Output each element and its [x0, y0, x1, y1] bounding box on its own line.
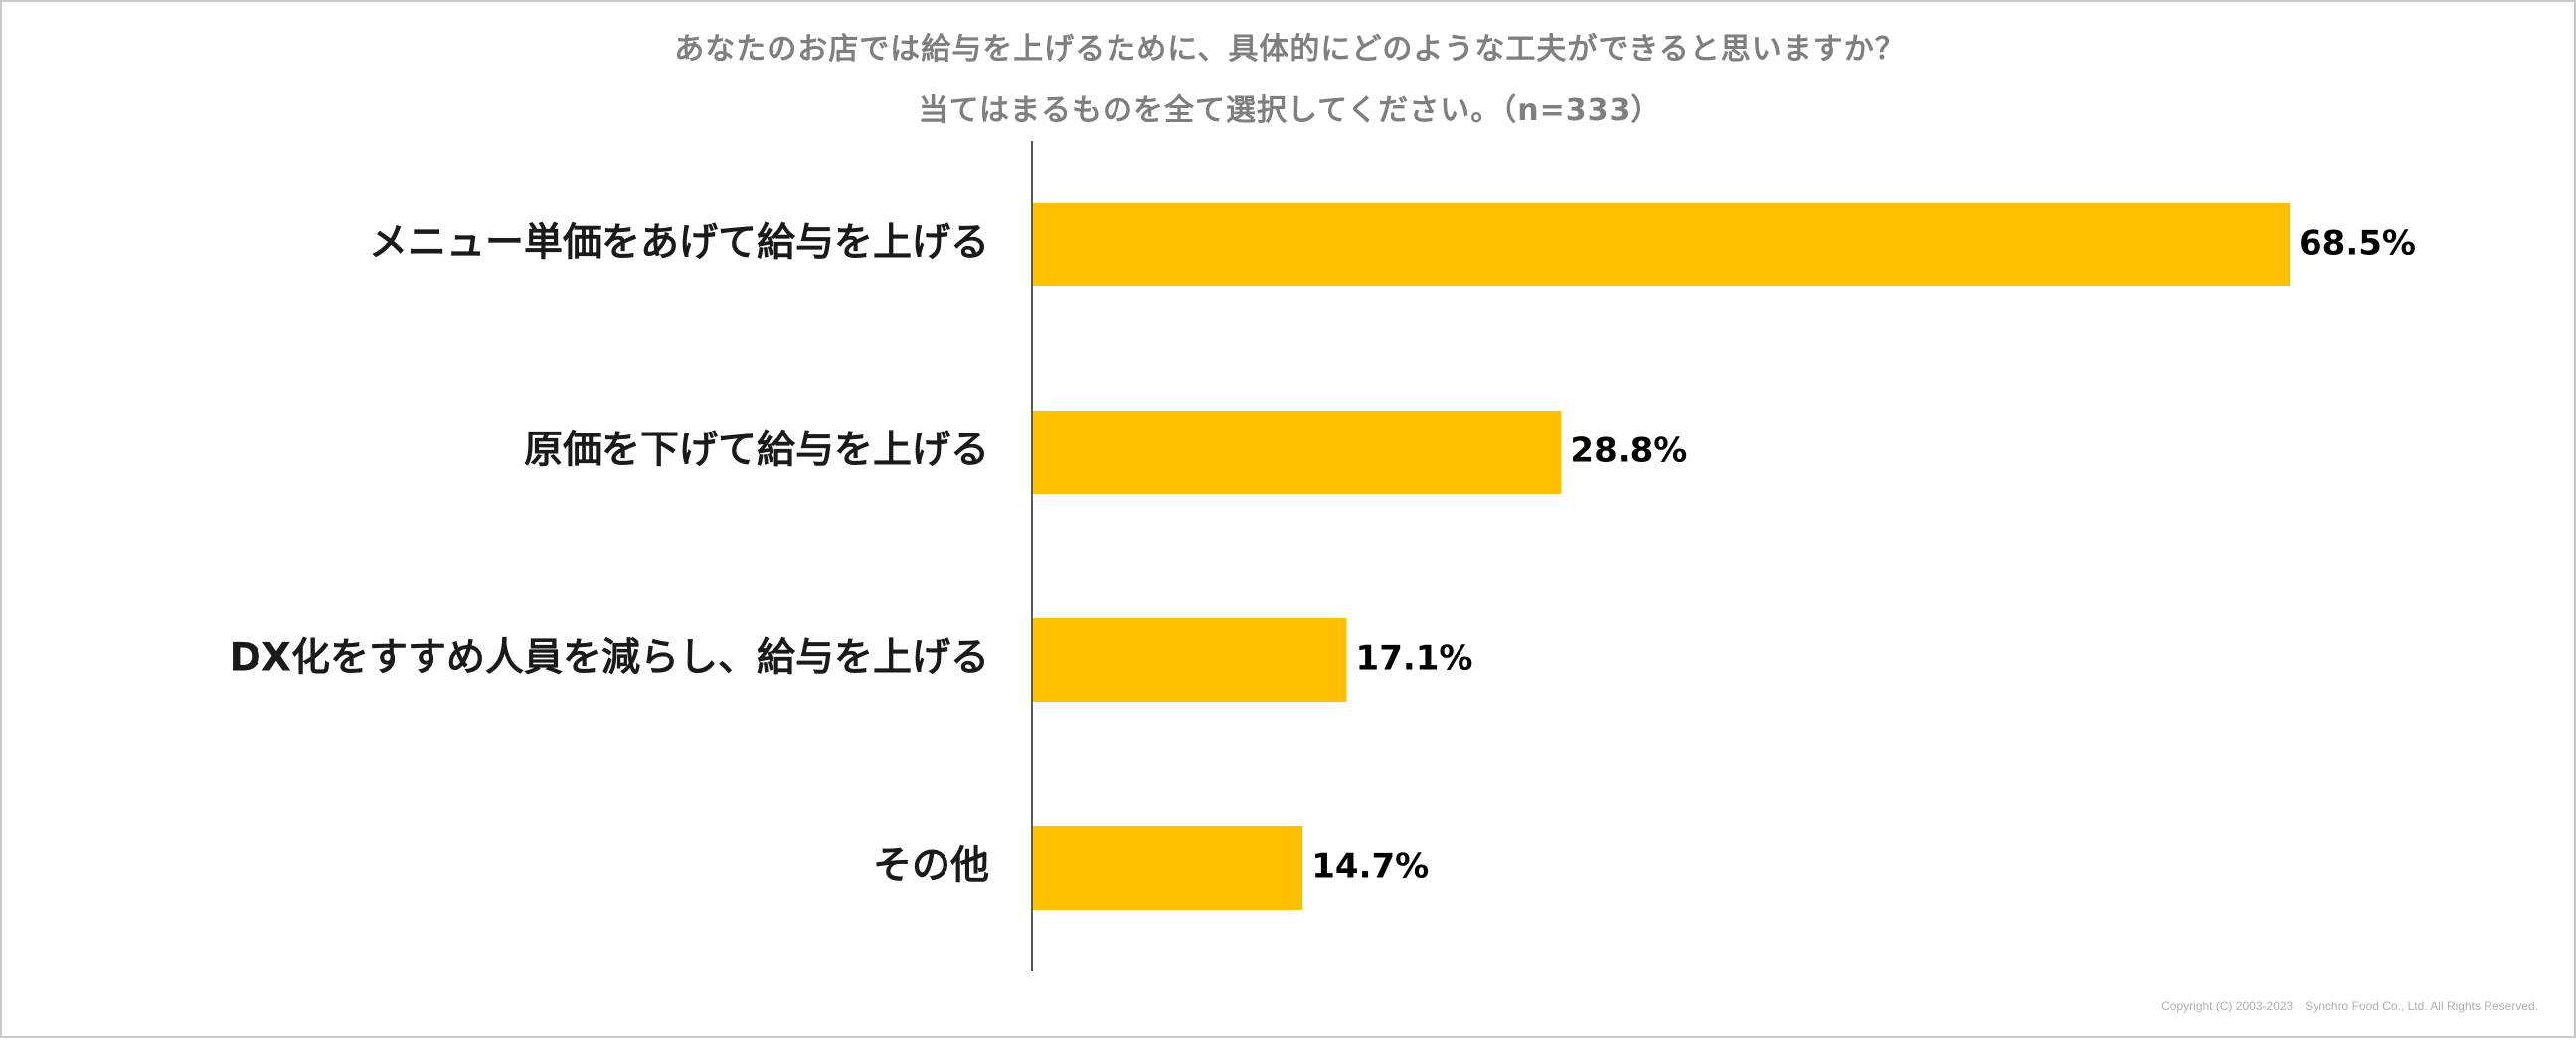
category-label: 原価を下げて給与を上げる: [524, 429, 989, 473]
bar: [1033, 203, 2290, 286]
value-label: 68.5%: [2299, 224, 2416, 263]
value-label: 28.8%: [1570, 432, 1687, 471]
category-label: DX化をすすめ人員を減らし、給与を上げる: [230, 636, 989, 681]
chart-title: あなたのお店では給与を上げるために、具体的にどのような工夫ができると思いますか？: [674, 32, 1906, 67]
value-label: 17.1%: [1356, 639, 1473, 679]
value-label: 14.7%: [1311, 847, 1429, 887]
category-label: その他: [873, 844, 989, 889]
copyright-text: Copyright (C) 2003-2023 Synchro Food Co.…: [2161, 999, 2538, 1013]
bar: [1033, 618, 1347, 702]
bar: [1033, 826, 1303, 910]
bar: [1033, 411, 1562, 494]
chart-subtitle: 当てはまるものを全て選択してください。（n=333）: [918, 93, 1662, 128]
category-label: メニュー単価をあげて給与を上げる: [369, 221, 989, 265]
